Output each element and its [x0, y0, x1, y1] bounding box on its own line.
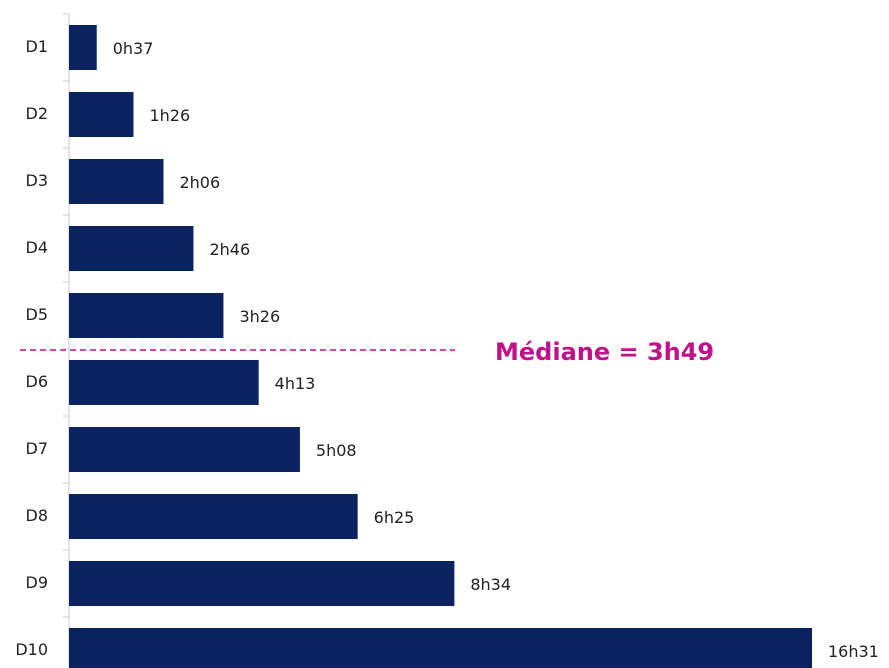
- y-tick-label: D9: [26, 573, 49, 592]
- y-tick-label: D5: [26, 305, 49, 324]
- data-label: 16h31: [828, 642, 879, 661]
- y-tick-label: D6: [26, 372, 49, 391]
- bar: [69, 494, 358, 539]
- bar: [69, 628, 812, 668]
- bar: [69, 226, 194, 271]
- bar: [69, 92, 134, 137]
- bar: [69, 427, 300, 472]
- y-tick-label: D8: [26, 506, 49, 525]
- y-tick-label: D10: [15, 640, 48, 659]
- data-label: 8h34: [470, 575, 511, 594]
- bar: [69, 360, 259, 405]
- y-tick-label: D7: [26, 439, 49, 458]
- data-label: 0h37: [113, 39, 154, 58]
- bar: [69, 25, 97, 70]
- bar: [69, 293, 224, 338]
- y-tick-label: D4: [26, 238, 49, 257]
- median-annotation: Médiane = 3h49: [495, 338, 714, 366]
- data-label: 1h26: [149, 106, 190, 125]
- data-label: 6h25: [374, 508, 415, 527]
- data-label: 4h13: [275, 374, 316, 393]
- bar: [69, 159, 164, 204]
- data-label: 3h26: [239, 307, 280, 326]
- y-tick-label: D1: [26, 37, 49, 56]
- bar: [69, 561, 455, 606]
- data-label: 5h08: [316, 441, 357, 460]
- y-tick-label: D2: [26, 104, 49, 123]
- data-label: 2h46: [209, 240, 250, 259]
- data-label: 2h06: [179, 173, 220, 192]
- y-tick-label: D3: [26, 171, 49, 190]
